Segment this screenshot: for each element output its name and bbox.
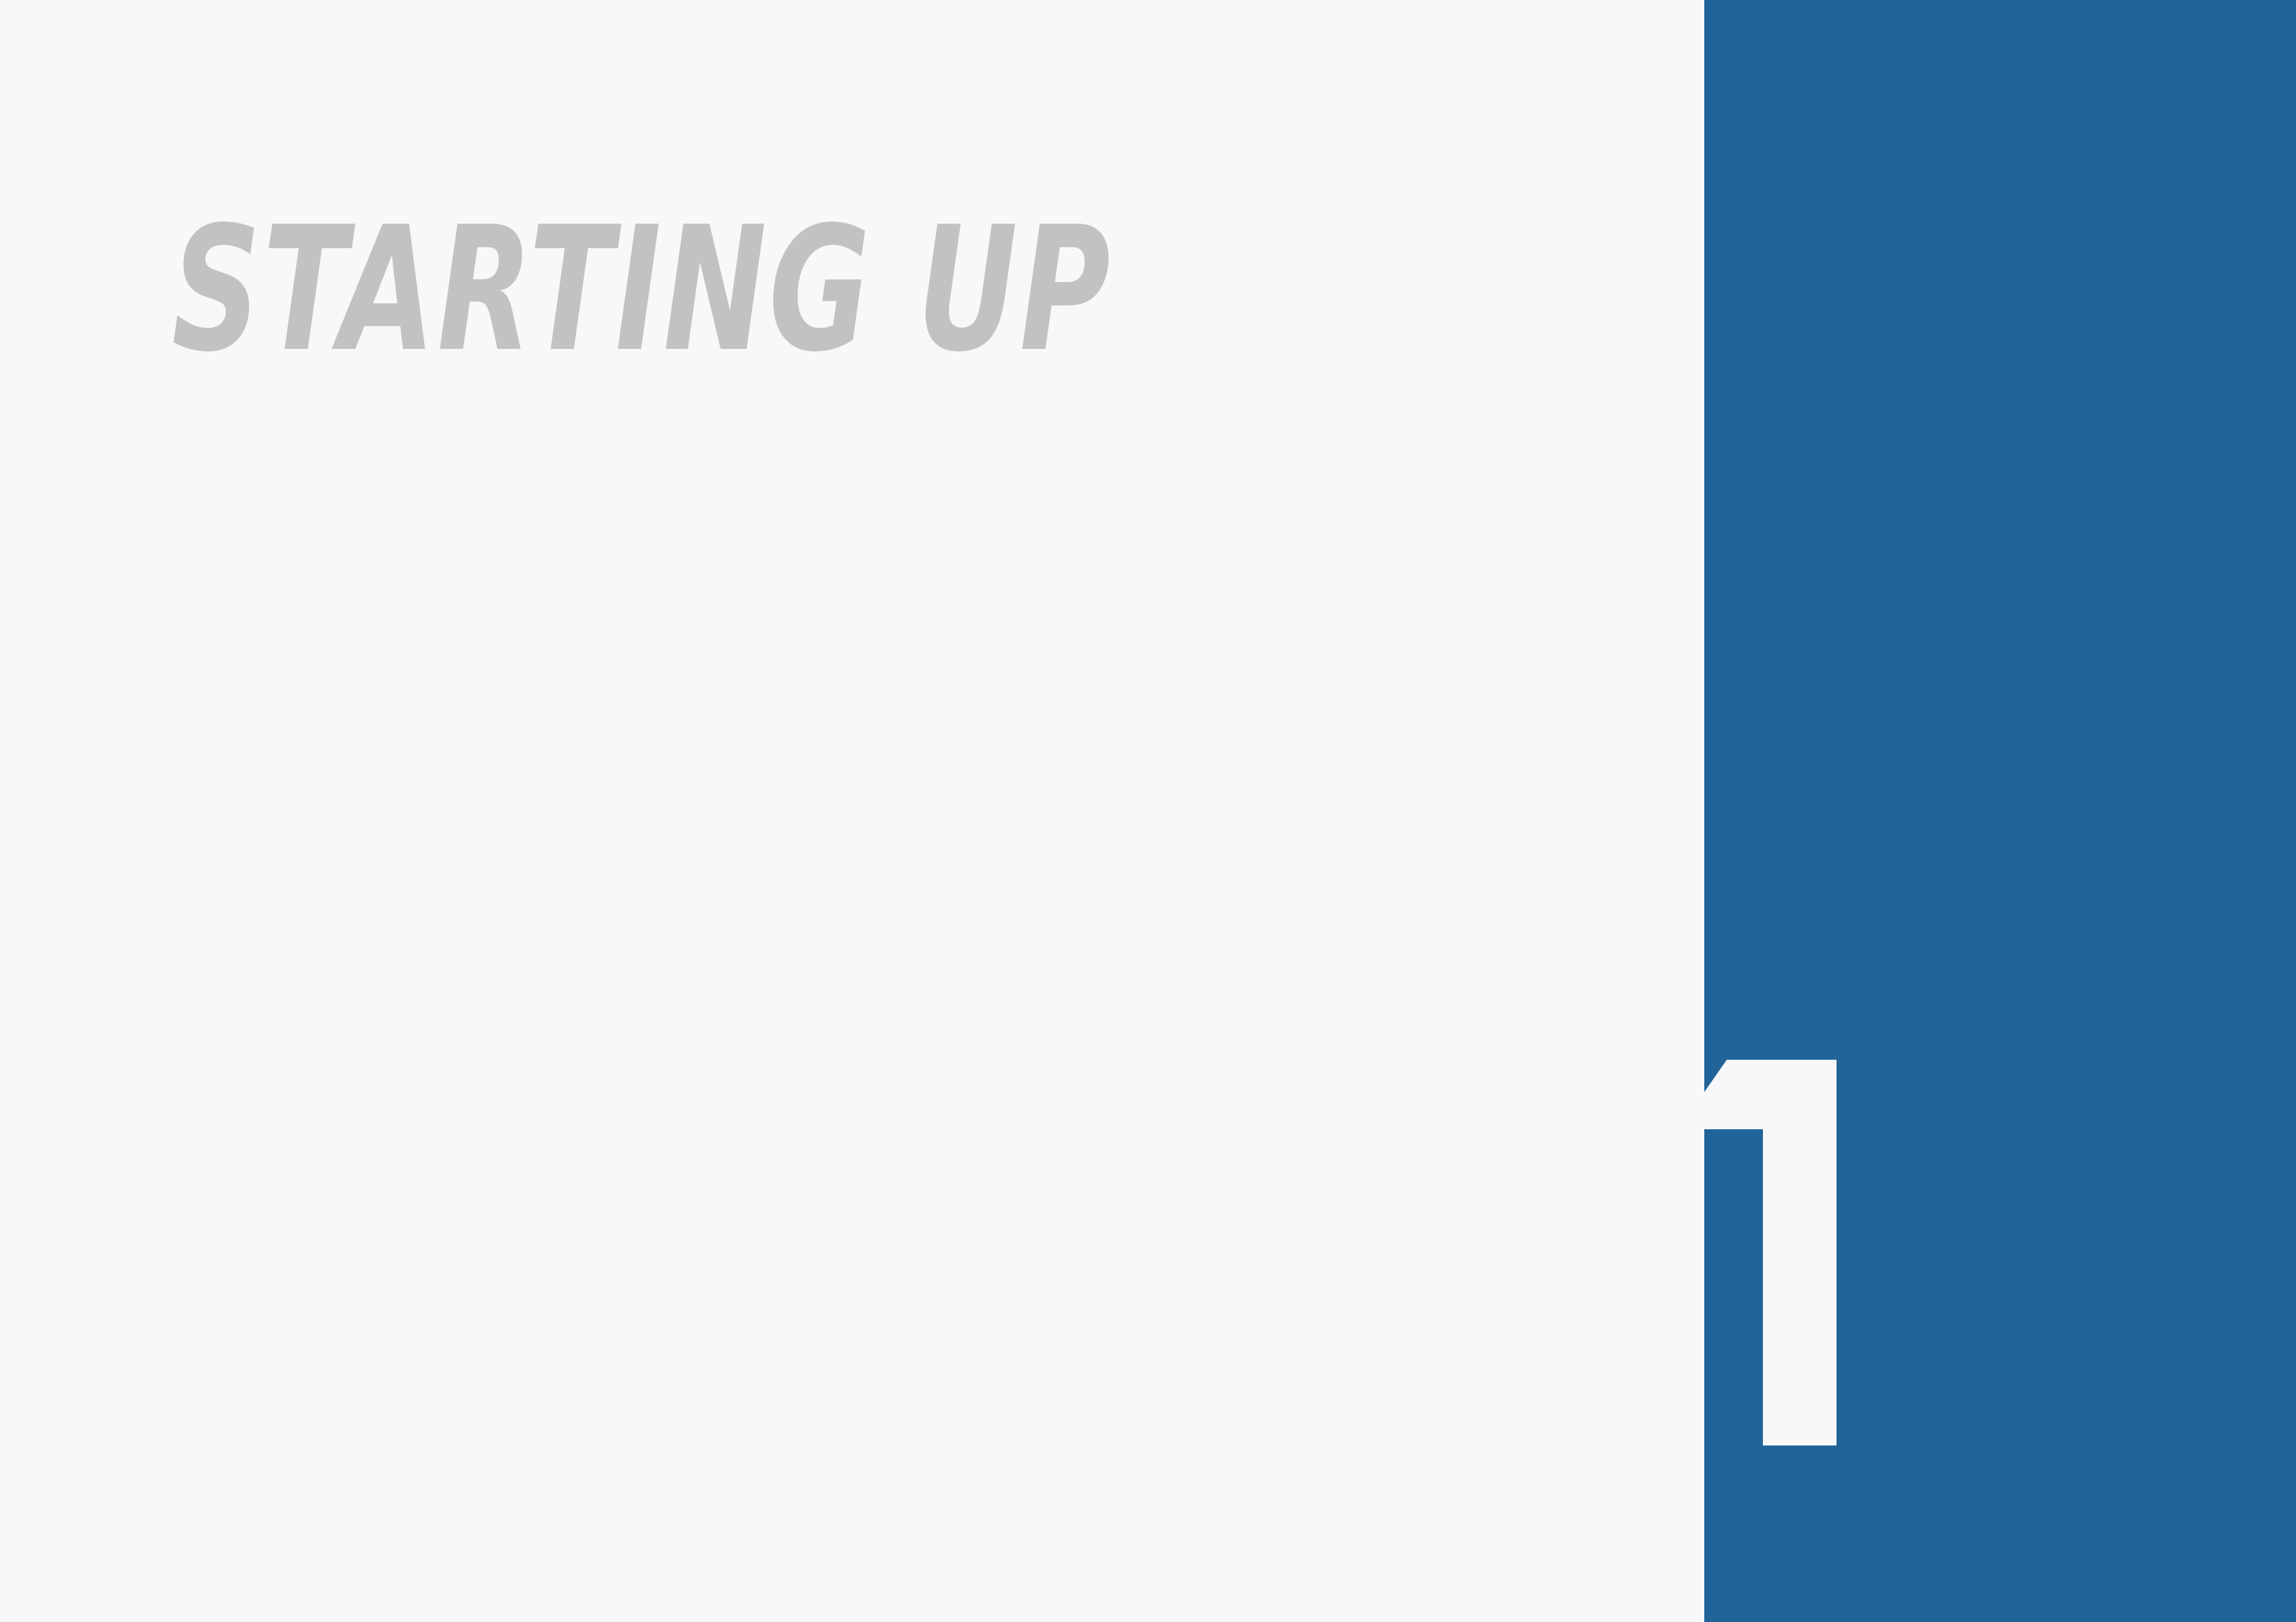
chapter-title: STARTING UP: [172, 190, 1113, 390]
chapter-number-glyph: 1: [1678, 1060, 1837, 1445]
chapter-number: 1: [1636, 1060, 1838, 1445]
chapter-number-shape: [1678, 1060, 1837, 1445]
